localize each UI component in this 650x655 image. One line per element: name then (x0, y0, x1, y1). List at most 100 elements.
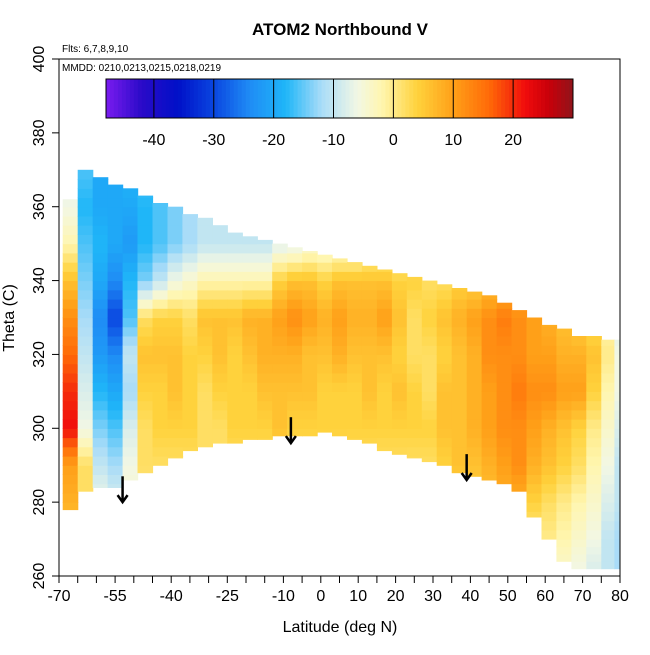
heatmap-cell (227, 271, 243, 282)
heatmap-cell (272, 289, 288, 300)
heatmap-cell (182, 428, 198, 439)
heatmap-cell (197, 299, 213, 309)
heatmap-cell (92, 354, 109, 365)
heatmap-cell (391, 299, 408, 309)
heatmap-cell (92, 299, 109, 309)
down-arrow-head (460, 472, 473, 483)
heatmap-cell (152, 252, 169, 263)
heatmap-cell (332, 280, 348, 291)
heatmap-cell (391, 308, 408, 319)
heatmap-cell (242, 236, 258, 245)
heatmap-cell (77, 345, 94, 355)
heatmap-cell (541, 474, 558, 485)
heatmap-cell (466, 437, 483, 448)
heatmap-cell (361, 391, 378, 402)
heatmap-cell (302, 326, 318, 337)
heatmap-cell (614, 419, 620, 429)
heatmap-cell (302, 372, 318, 383)
heatmap-cell (511, 363, 528, 374)
heatmap-cell (466, 317, 483, 328)
heatmap-cell (376, 345, 393, 355)
heatmap-cell (92, 179, 109, 189)
heatmap-cell (541, 382, 558, 392)
heatmap-cell (137, 345, 154, 355)
heatmap-cell (376, 400, 393, 411)
heatmap-cell (436, 428, 453, 439)
x-tick-label: 60 (536, 588, 554, 605)
heatmap-cell (137, 409, 154, 420)
heatmap-cell (601, 474, 615, 485)
heatmap-cell (526, 317, 543, 328)
heatmap-cell (391, 372, 408, 383)
heatmap-cell (481, 372, 498, 383)
heatmap-cell (77, 215, 94, 226)
heatmap-cell (511, 483, 528, 492)
heatmap-cell (77, 372, 94, 383)
heatmap-cell (272, 262, 288, 272)
heatmap-cell (227, 409, 243, 420)
heatmap-cell (481, 295, 498, 300)
heatmap-cell (62, 234, 79, 245)
y-axis: 260 280 300 320 340 360 380 400 (31, 46, 59, 589)
heatmap-cell (421, 428, 438, 439)
heatmap-cell (391, 289, 408, 300)
heatmap-cell (436, 382, 453, 392)
heatmap-cell (526, 382, 543, 392)
heatmap-cell (137, 456, 154, 466)
heatmap-cell (451, 456, 468, 466)
heatmap-cell (601, 400, 615, 411)
heatmap-cell (481, 326, 498, 337)
heatmap-cell (571, 363, 587, 374)
heatmap-cell (77, 382, 94, 392)
heatmap-cell (92, 177, 109, 180)
heatmap-cell (406, 372, 423, 383)
heatmap-cell (242, 382, 258, 392)
heatmap-cell (421, 409, 438, 420)
colorbar-segment (205, 79, 211, 118)
heatmap-cell (182, 317, 198, 328)
heatmap-cell (347, 391, 363, 402)
heatmap-cell (227, 280, 243, 291)
colorbar-segment (361, 79, 366, 118)
heatmap-cell (287, 419, 303, 429)
heatmap-cell (257, 419, 273, 429)
heatmap-cell (77, 179, 94, 189)
heatmap-cell (92, 372, 109, 383)
heatmap-cell (481, 446, 498, 457)
heatmap-cell (421, 289, 438, 300)
heatmap-cell (376, 269, 393, 272)
colorbar-segment (501, 79, 506, 118)
heatmap-cell (586, 502, 602, 512)
heatmap-cell (571, 483, 587, 494)
colorbar-segment (569, 79, 574, 118)
heatmap-cell (347, 308, 363, 319)
heatmap-cell (481, 437, 498, 448)
colorbar-segment (209, 79, 215, 118)
heatmap-cell (287, 326, 303, 337)
heatmap-cell (197, 326, 213, 337)
heatmap-cell (556, 520, 572, 531)
heatmap-cell (167, 234, 184, 245)
heatmap-cell (107, 483, 124, 488)
colorbar-segment (185, 79, 191, 118)
heatmap-cell (137, 308, 154, 319)
heatmap-cell (182, 372, 198, 383)
heatmap-cell (137, 262, 154, 272)
heatmap-cell (302, 289, 318, 300)
heatmap-cell (242, 243, 258, 254)
heatmap-cell (376, 299, 393, 309)
heatmap-cell (122, 225, 139, 235)
colorbar-segment (377, 79, 382, 118)
heatmap-cell (257, 382, 273, 392)
colorbar-segment (249, 79, 255, 118)
heatmap-cell (182, 363, 198, 374)
heatmap-cell (287, 336, 303, 346)
heatmap-cell (107, 391, 124, 402)
heatmap-cell (317, 326, 333, 337)
heatmap-cell (122, 262, 139, 272)
heatmap-cell (361, 419, 378, 429)
heatmap-cell (77, 308, 94, 319)
heatmap-cell (197, 363, 213, 374)
heatmap-cell (332, 354, 348, 365)
heatmap-cell (556, 437, 572, 448)
